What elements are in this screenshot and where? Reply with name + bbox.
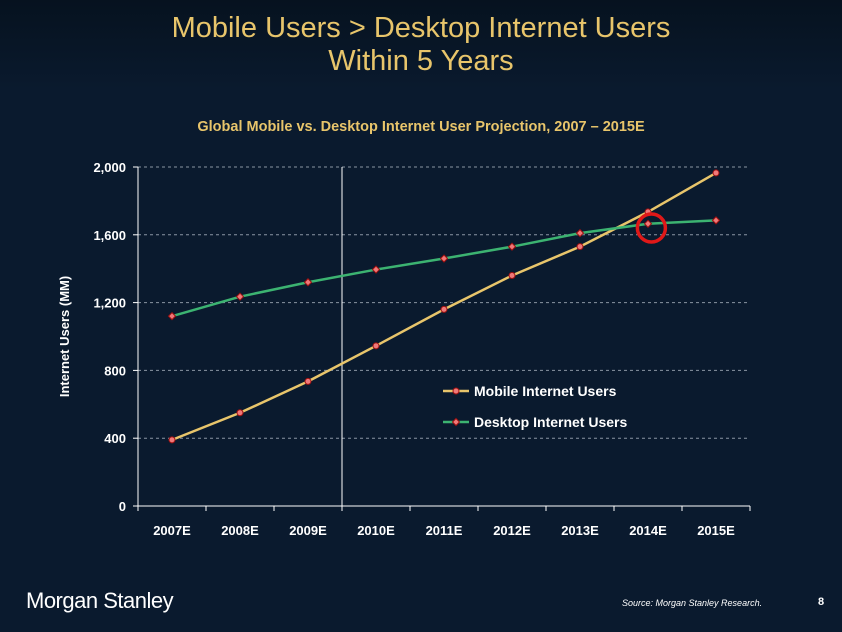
title-band (0, 0, 842, 90)
data-point-mobile (440, 305, 448, 313)
y-tick-label: 1,200 (93, 296, 126, 311)
data-point-desktop (371, 265, 381, 274)
data-point-mobile (508, 271, 516, 279)
slide-title-line-2: Within 5 Years (328, 45, 514, 77)
data-point-desktop (507, 242, 517, 251)
data-point-mobile (576, 243, 584, 251)
data-point-desktop (711, 216, 721, 225)
page-number: 8 (818, 596, 825, 608)
source-note: Source: Morgan Stanley Research. (622, 598, 763, 608)
data-point-mobile (372, 342, 380, 350)
x-tick-label: 2013E (561, 523, 599, 538)
data-point-mobile (304, 377, 312, 385)
data-point-mobile (236, 409, 244, 417)
legend-marker (451, 417, 461, 427)
crossover-highlight-circle (635, 212, 668, 244)
x-tick-label: 2007E (153, 523, 191, 538)
legend-marker (452, 387, 460, 395)
y-tick-label: 1,600 (93, 228, 126, 243)
data-point-desktop (643, 219, 653, 228)
data-point-mobile (712, 169, 720, 177)
legend-label: Desktop Internet Users (474, 414, 627, 430)
y-tick-label: 400 (104, 431, 126, 446)
data-point-desktop (235, 292, 245, 301)
data-point-desktop (167, 311, 177, 321)
chart-title: Global Mobile vs. Desktop Internet User … (197, 119, 645, 135)
legend-label: Mobile Internet Users (474, 383, 617, 399)
y-tick-label: 0 (119, 499, 126, 514)
x-tick-label: 2010E (357, 523, 395, 538)
x-tick-label: 2008E (221, 523, 259, 538)
x-tick-label: 2011E (426, 523, 463, 538)
data-point-desktop (575, 228, 585, 238)
data-point-desktop (303, 278, 313, 287)
data-point-desktop (439, 254, 449, 263)
y-axis-title: Internet Users (MM) (57, 276, 72, 397)
slide-title: Mobile Users > Desktop Internet Users Wi… (0, 12, 842, 78)
x-tick-label: 2015E (697, 523, 735, 538)
y-tick-label: 800 (104, 363, 126, 378)
x-tick-label: 2009E (289, 523, 327, 538)
data-point-mobile (168, 436, 176, 444)
x-tick-label: 2014E (629, 523, 667, 538)
x-tick-label: 2012E (493, 523, 531, 538)
y-tick-label: 2,000 (93, 160, 126, 175)
slide-title-line-1: Mobile Users > Desktop Internet Users (171, 12, 671, 44)
brand-logo: Morgan Stanley (26, 588, 174, 613)
